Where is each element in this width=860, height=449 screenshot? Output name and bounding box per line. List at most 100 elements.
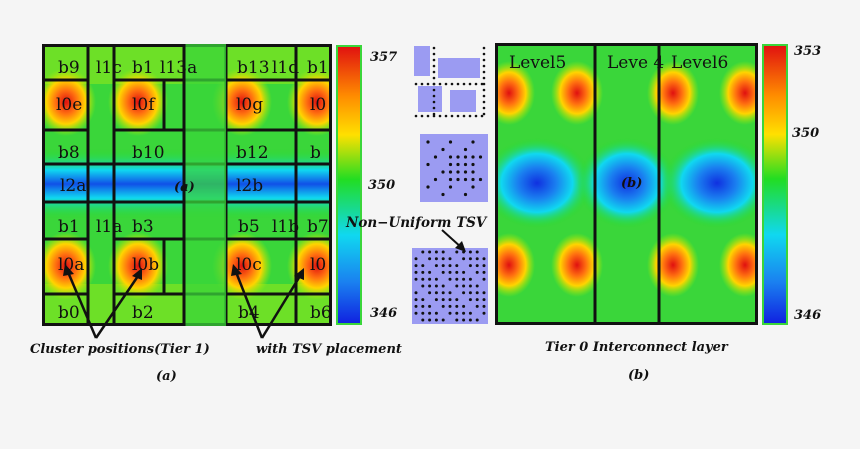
block-b9: b9 — [58, 58, 80, 78]
tsv-dot — [438, 82, 442, 86]
block-l2a: l2a — [60, 176, 86, 196]
tsv-thumbnail-uniform — [412, 44, 488, 120]
tsv-dot — [450, 114, 454, 118]
tsv-dot — [448, 298, 452, 302]
tsv-dot — [414, 277, 418, 281]
tsv-dot — [448, 291, 452, 295]
tsv-dot — [456, 162, 460, 167]
level-5-label: Level5 — [509, 53, 566, 73]
block-l0h: l0 — [310, 95, 326, 115]
tsv-dot — [414, 291, 418, 295]
tsv-dot — [432, 82, 436, 86]
tsv-dot — [441, 284, 445, 288]
tsv-dot — [432, 112, 436, 116]
tsv-dot — [468, 114, 472, 118]
block-l1d: l1d — [272, 58, 299, 78]
block-b6: b6 — [310, 303, 332, 323]
tsv-dot — [468, 277, 472, 281]
block-l1c: l1c — [96, 58, 122, 78]
block-l0b: l0b — [132, 255, 159, 275]
tsv-dot — [428, 277, 432, 281]
tsv-dot — [426, 140, 430, 144]
block-l0c: l0c — [236, 255, 262, 275]
tsv-dot — [482, 58, 486, 62]
tsv-dot — [426, 185, 430, 189]
tsv-dot — [441, 264, 445, 268]
tsv-dot — [468, 284, 472, 288]
block-l1a: l1a — [96, 217, 122, 237]
tsv-dot — [441, 250, 445, 254]
tsv-dot — [428, 250, 432, 254]
tsv-dot — [414, 82, 418, 86]
tsv-dot — [448, 311, 452, 315]
tsv-dot — [448, 155, 453, 159]
tsv-dot — [482, 264, 486, 268]
tsv-dot — [448, 264, 452, 268]
block-b1-right: b1 — [307, 58, 329, 78]
tsv-dot — [441, 270, 445, 274]
level-4-label: Leve 4 — [607, 53, 664, 73]
tsv-dot — [471, 162, 475, 167]
block-b2: b2 — [132, 303, 154, 323]
tsv-dot — [432, 106, 436, 110]
tsv-dot — [426, 162, 430, 167]
tsv-dot — [468, 298, 472, 302]
tsv-dot — [414, 298, 418, 302]
tsv-placement-caption: with TSV placement — [256, 342, 402, 357]
tsv-dot — [482, 76, 486, 80]
right-colorbar-min: 346 — [794, 308, 822, 323]
tsv-dot — [463, 147, 468, 152]
left-colorbar-min: 346 — [370, 306, 398, 321]
block-b12: b12 — [236, 143, 269, 163]
tsv-dot — [434, 291, 438, 295]
tsv-dot — [482, 94, 486, 98]
tsv-dot — [482, 311, 486, 315]
tsv-dot — [456, 82, 460, 86]
tsv-dot — [433, 155, 438, 159]
tsv-dot — [475, 291, 479, 295]
tsv-dot — [421, 298, 425, 302]
tsv-dot — [482, 298, 486, 302]
tsv-dot — [474, 82, 478, 86]
tsv-dot — [455, 250, 459, 254]
tsv-thumbnail-cluster — [420, 134, 488, 202]
tsv-dot — [462, 311, 466, 315]
tsv-dot — [448, 270, 452, 274]
tier0-caption: Tier 0 Interconnect layer — [545, 340, 728, 355]
tsv-dot — [455, 270, 459, 274]
figure-caption-b: (b) — [628, 368, 650, 383]
tsv-dot — [428, 318, 432, 322]
tsv-dot — [420, 82, 424, 86]
tsv-dot — [441, 192, 445, 197]
tsv-dot — [468, 291, 472, 295]
tsv-dot — [441, 170, 445, 174]
block-b1-lower: b1 — [58, 217, 80, 237]
tsv-dot — [432, 64, 436, 68]
tsv-dot — [421, 304, 425, 308]
tsv-dot — [441, 298, 445, 302]
tsv-dot — [475, 257, 479, 261]
tsv-dot — [482, 277, 486, 281]
tsv-dot — [471, 155, 475, 159]
tsv-dot — [482, 100, 486, 104]
tsv-dot — [414, 114, 418, 118]
right-colorbar-max: 353 — [794, 44, 822, 59]
tsv-dot — [462, 284, 466, 288]
tsv-dot — [428, 284, 432, 288]
tsv-dot — [448, 177, 453, 182]
right-heatmap: Level5 Leve 4 Level6 (b) — [495, 43, 758, 325]
left-colorbar — [336, 45, 362, 325]
tsv-dot — [482, 64, 486, 68]
tsv-dot — [428, 304, 432, 308]
tsv-dot — [482, 46, 486, 50]
block-b10: b10 — [132, 143, 165, 163]
tsv-dot — [433, 177, 438, 182]
tsv-dot — [468, 82, 472, 86]
tsv-dot — [462, 291, 466, 295]
tsv-dot — [448, 277, 452, 281]
tsv-dot — [475, 318, 479, 322]
tsv-dot — [414, 270, 418, 274]
tsv-dot — [432, 76, 436, 80]
tsv-dot — [480, 82, 484, 86]
tsv-dot — [448, 257, 452, 261]
